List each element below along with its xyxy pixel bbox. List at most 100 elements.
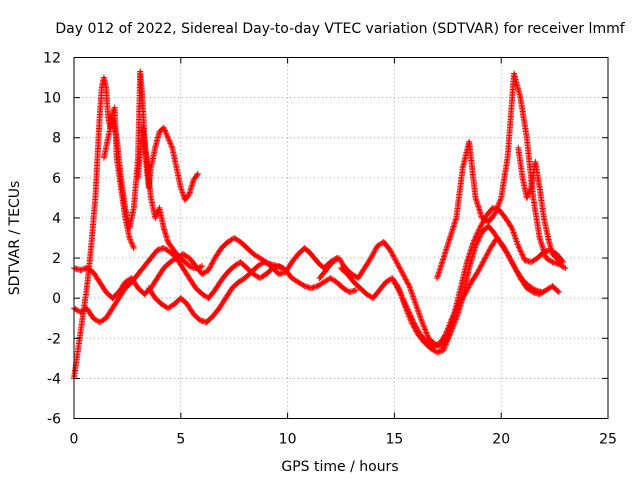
trace-marker	[389, 252, 396, 259]
trace-marker	[553, 287, 560, 294]
trace-marker	[441, 344, 448, 351]
trace-marker	[351, 287, 358, 294]
data-point	[391, 279, 398, 286]
trace-marker	[228, 236, 235, 243]
trace-marker	[405, 308, 412, 315]
trace-marker	[254, 273, 261, 280]
trace-marker	[450, 311, 457, 318]
trace-marker	[476, 226, 483, 233]
tick-labels: 0 5 10 15 20 25 -6 -4 -2 0 2 4 6 8 10 12	[43, 51, 617, 448]
trace-marker	[402, 276, 409, 283]
trace-marker	[397, 267, 404, 274]
trace-marker	[293, 253, 300, 260]
y-tick-label: 4	[52, 211, 61, 227]
trace-marker	[481, 255, 488, 262]
trace-marker	[206, 265, 213, 272]
trace-marker	[524, 193, 531, 200]
trace-marker	[161, 127, 168, 134]
trace-marker	[501, 245, 508, 252]
trace-marker	[126, 233, 133, 240]
trace-marker	[321, 269, 328, 276]
trace-marker	[407, 312, 414, 319]
trace-marker	[482, 254, 489, 261]
trace-marker	[397, 289, 404, 296]
trace-marker	[503, 248, 510, 255]
trace-marker	[387, 248, 394, 255]
trace-marker	[227, 287, 234, 294]
trace-marker	[497, 197, 504, 204]
trace-marker	[452, 306, 459, 313]
trace-marker	[164, 133, 171, 140]
trace-marker	[394, 260, 401, 267]
trace-marker	[381, 281, 388, 288]
trace-marker	[402, 302, 409, 309]
trace-marker	[466, 281, 473, 288]
trace-marker	[489, 228, 496, 235]
trace-marker	[210, 289, 217, 296]
trace-marker	[480, 258, 487, 265]
trace-marker	[168, 143, 175, 150]
trace-marker	[120, 287, 127, 294]
trace-marker	[158, 126, 165, 133]
trace-marker	[216, 279, 223, 286]
trace-marker	[520, 254, 527, 261]
trace-marker	[222, 271, 229, 278]
trace-marker	[313, 283, 320, 290]
trace-marker	[504, 251, 511, 258]
data-points	[71, 68, 569, 382]
trace-marker	[421, 325, 428, 332]
trace-marker	[509, 260, 516, 267]
trace-marker	[473, 271, 480, 278]
trace-marker	[184, 272, 191, 279]
trace-marker	[129, 242, 136, 249]
trace-marker	[408, 315, 415, 322]
trace-marker	[163, 130, 170, 137]
trace-marker	[114, 297, 121, 304]
trace-marker	[126, 281, 133, 288]
trace-marker	[273, 269, 280, 276]
trace-marker	[450, 312, 457, 319]
trace-marker	[476, 265, 483, 272]
trace-marker	[444, 337, 451, 344]
trace-marker	[128, 239, 135, 246]
trace-marker	[529, 285, 536, 292]
trace-marker	[394, 284, 401, 291]
trace-marker	[446, 322, 453, 329]
trace-marker	[88, 312, 95, 319]
trace-marker	[452, 216, 459, 223]
trace-marker	[427, 341, 434, 348]
trace-marker	[150, 292, 157, 299]
data-point	[481, 257, 488, 264]
trace-marker	[406, 309, 413, 316]
trace-marker	[494, 203, 501, 210]
trace-marker	[477, 231, 484, 238]
trace-marker	[478, 222, 485, 229]
trace-marker	[398, 268, 405, 275]
trace-marker	[241, 263, 248, 270]
trace-marker	[183, 253, 190, 260]
trace-marker	[152, 213, 159, 220]
trace-marker	[87, 267, 94, 274]
trace-marker	[389, 251, 396, 258]
trace-marker	[396, 288, 403, 295]
trace-marker	[216, 247, 223, 254]
trace-marker	[235, 237, 242, 244]
trace-marker	[453, 305, 460, 312]
trace-marker	[160, 223, 167, 230]
x-tick-label: 0	[70, 432, 79, 448]
trace-marker	[441, 333, 448, 340]
trace-marker	[95, 276, 102, 283]
trace-marker	[506, 253, 513, 260]
trace-marker	[465, 284, 472, 291]
trace-marker	[422, 326, 429, 333]
trace-marker	[287, 272, 294, 279]
trace-marker	[179, 257, 186, 264]
trace-marker	[101, 286, 108, 293]
x-tick-label: 20	[492, 432, 510, 448]
grid-lines	[74, 57, 608, 419]
y-tick-label: 8	[52, 131, 61, 147]
y-tick-label: -4	[47, 371, 61, 387]
trace-marker	[390, 253, 397, 260]
trace-marker	[508, 223, 515, 230]
trace-marker	[127, 237, 134, 244]
